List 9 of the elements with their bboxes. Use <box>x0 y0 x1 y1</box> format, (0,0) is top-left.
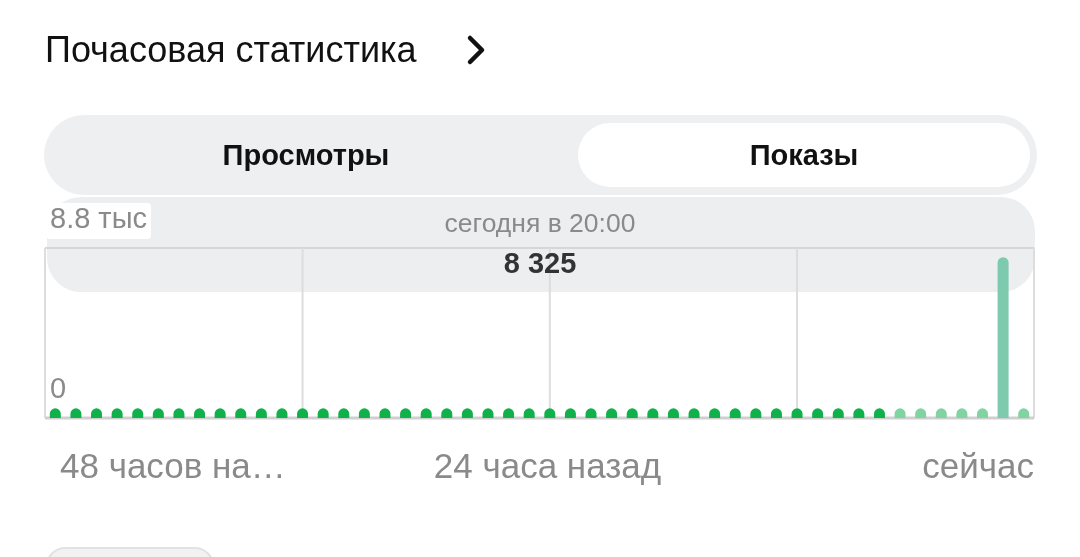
chart-title: Почасовая статистика <box>45 29 418 70</box>
text: сегодня в 20:00 <box>444 208 636 238</box>
text: Показы <box>749 139 859 171</box>
text: 24 часа назад <box>433 446 662 485</box>
y-tick-label: 0 <box>50 372 67 404</box>
text: Просмотры <box>222 139 390 171</box>
annotation: 8 325 <box>503 247 577 279</box>
text: сейчас <box>922 446 1034 485</box>
text: 48 часов на… <box>60 446 286 485</box>
